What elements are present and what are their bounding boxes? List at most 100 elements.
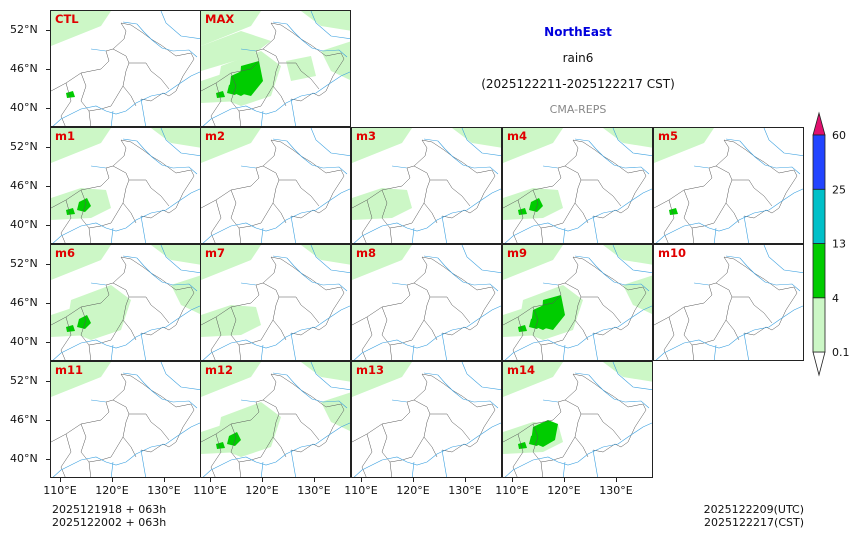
lon-tick-label: 110°E (495, 484, 529, 497)
panel-label: m10 (658, 246, 686, 260)
province-borders (352, 373, 496, 477)
map-panel-m2: m2 (200, 127, 351, 244)
light-rain-area (201, 128, 261, 163)
province-borders (503, 373, 647, 477)
province-borders (654, 139, 798, 243)
lon-tick-mark (361, 478, 362, 482)
map (51, 362, 200, 477)
lon-tick-mark (164, 478, 165, 482)
colorbar-segment (812, 188, 826, 244)
coastline-rivers (655, 245, 803, 360)
panel-label: m9 (507, 246, 527, 260)
lat-tick-label: 40°N (10, 335, 38, 348)
lat-tick-mark (46, 69, 50, 70)
lat-tick-label: 40°N (10, 452, 38, 465)
map (352, 245, 501, 360)
coastline-rivers (504, 128, 652, 243)
map (51, 128, 200, 243)
lat-tick-mark (46, 108, 50, 109)
province-borders (201, 139, 345, 243)
map-panel-m1: m1 (50, 127, 201, 244)
moderate-rain-area (518, 198, 543, 215)
map (352, 128, 501, 243)
map-panel-m4: m4 (502, 127, 653, 244)
lon-tick-mark (112, 478, 113, 482)
coastline-rivers (353, 362, 501, 477)
coastline-rivers (655, 128, 803, 243)
lat-tick-label: 52°N (10, 23, 38, 36)
coastline-rivers (202, 362, 350, 477)
lat-tick-mark (46, 147, 50, 148)
map-panel-m12: m12 (200, 361, 351, 478)
colorbar-label: 13 (832, 238, 846, 251)
province-borders (352, 139, 496, 243)
panel-label: m12 (205, 363, 233, 377)
lon-tick-mark (512, 478, 513, 482)
panel-label: m3 (356, 129, 376, 143)
map (503, 128, 652, 243)
lat-tick-mark (46, 30, 50, 31)
map-panel-max: MAX (200, 10, 351, 127)
lat-tick-label: 46°N (10, 62, 38, 75)
panel-label: m2 (205, 129, 225, 143)
map (352, 362, 501, 477)
province-borders (352, 256, 496, 360)
lat-tick-mark (46, 186, 50, 187)
lon-tick-mark (60, 478, 61, 482)
lon-tick-label: 120°E (95, 484, 129, 497)
panel-label: m4 (507, 129, 527, 143)
panel-label: m13 (356, 363, 384, 377)
map-panel-m3: m3 (351, 127, 502, 244)
map-panel-m11: m11 (50, 361, 201, 478)
coastline-rivers (504, 245, 652, 360)
panel-label: m11 (55, 363, 83, 377)
coastline-rivers (202, 245, 350, 360)
lon-tick-label: 130°E (599, 484, 633, 497)
moderate-rain-area (518, 420, 558, 449)
valid-time-cst: 2025122217(CST) (704, 516, 804, 529)
coastline-rivers (52, 245, 200, 360)
panel-label: m5 (658, 129, 678, 143)
moderate-rain-area (66, 198, 91, 215)
moderate-rain-area (216, 61, 263, 98)
init-time-cst: 2025122002 + 063h (52, 516, 167, 529)
variable-title: rain6 (562, 51, 594, 65)
light-rain-area (51, 245, 200, 340)
light-rain-area (352, 362, 412, 397)
map-panel-m8: m8 (351, 244, 502, 361)
map-panel-m10: m10 (653, 244, 804, 361)
coastline-rivers (353, 245, 501, 360)
lat-tick-label: 52°N (10, 374, 38, 387)
lon-tick-mark (262, 478, 263, 482)
model-title: CMA-REPS (549, 103, 607, 116)
colorbar-label: 60 (832, 129, 846, 142)
colorbar-label: 4 (832, 292, 839, 305)
map-panel-m5: m5 (653, 127, 804, 244)
lat-tick-mark (46, 303, 50, 304)
map-panel-m14: m14 (502, 361, 653, 478)
map (51, 11, 200, 126)
coastline-rivers (52, 362, 200, 477)
light-rain-area (352, 245, 412, 280)
panel-label: m7 (205, 246, 225, 260)
lat-tick-label: 40°N (10, 218, 38, 231)
province-borders (51, 373, 195, 477)
moderate-rain-area (518, 295, 565, 332)
map (654, 245, 803, 360)
map-panel-m13: m13 (351, 361, 502, 478)
panel-label: MAX (205, 12, 235, 26)
lat-tick-mark (46, 264, 50, 265)
lat-tick-mark (46, 420, 50, 421)
lon-tick-mark (465, 478, 466, 482)
lon-tick-mark (314, 478, 315, 482)
map (503, 362, 652, 477)
valid-time-utc: 2025122209(UTC) (703, 503, 804, 516)
map-panel-m9: m9 (502, 244, 653, 361)
moderate-rain-area (216, 432, 241, 449)
colorbar-label: 0.1 (832, 346, 850, 359)
lon-tick-label: 130°E (297, 484, 331, 497)
lat-tick-label: 46°N (10, 413, 38, 426)
province-borders (503, 256, 647, 360)
lon-tick-label: 110°E (193, 484, 227, 497)
panel-label: m6 (55, 246, 75, 260)
